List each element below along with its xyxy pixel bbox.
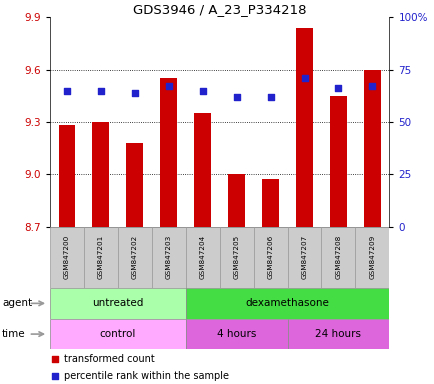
Point xyxy=(334,85,341,91)
Point xyxy=(199,88,206,94)
Point xyxy=(266,94,273,100)
Point xyxy=(368,83,375,89)
Bar xyxy=(329,96,346,227)
Bar xyxy=(50,227,84,288)
Text: GSM847205: GSM847205 xyxy=(233,235,239,280)
Text: agent: agent xyxy=(2,298,32,308)
Text: GSM847206: GSM847206 xyxy=(267,235,273,280)
Bar xyxy=(151,227,185,288)
Bar xyxy=(185,227,219,288)
Text: GSM847209: GSM847209 xyxy=(368,235,375,280)
Text: GSM847203: GSM847203 xyxy=(165,235,171,280)
Bar xyxy=(253,227,287,288)
Point xyxy=(52,356,59,362)
Point xyxy=(233,94,240,100)
Bar xyxy=(296,28,312,227)
Bar xyxy=(126,143,143,227)
Bar xyxy=(160,78,177,227)
Point xyxy=(300,75,307,81)
Text: GSM847201: GSM847201 xyxy=(98,235,104,280)
Text: time: time xyxy=(2,329,26,339)
Point xyxy=(165,83,172,89)
Bar xyxy=(287,227,321,288)
Text: dexamethasone: dexamethasone xyxy=(245,298,329,308)
Bar xyxy=(287,319,388,349)
Bar xyxy=(321,227,355,288)
Bar xyxy=(92,122,109,227)
Point xyxy=(97,88,104,94)
Text: 24 hours: 24 hours xyxy=(315,329,361,339)
Bar xyxy=(194,113,211,227)
Bar xyxy=(118,227,151,288)
Bar xyxy=(185,288,388,319)
Bar xyxy=(355,227,388,288)
Text: control: control xyxy=(99,329,136,339)
Text: GSM847208: GSM847208 xyxy=(335,235,341,280)
Bar xyxy=(84,227,118,288)
Text: percentile rank within the sample: percentile rank within the sample xyxy=(63,371,228,381)
Bar xyxy=(50,288,185,319)
Text: GSM847200: GSM847200 xyxy=(64,235,70,280)
Bar xyxy=(50,319,185,349)
Point xyxy=(131,89,138,96)
Text: 4 hours: 4 hours xyxy=(217,329,256,339)
Text: GSM847207: GSM847207 xyxy=(301,235,307,280)
Bar xyxy=(219,227,253,288)
Text: untreated: untreated xyxy=(92,298,143,308)
Point xyxy=(52,373,59,379)
Point xyxy=(63,88,70,94)
Bar xyxy=(185,319,287,349)
Text: transformed count: transformed count xyxy=(63,354,154,364)
Bar xyxy=(228,174,245,227)
Text: GSM847202: GSM847202 xyxy=(132,235,138,280)
Title: GDS3946 / A_23_P334218: GDS3946 / A_23_P334218 xyxy=(133,3,306,16)
Bar xyxy=(363,70,380,227)
Bar xyxy=(261,179,279,227)
Text: GSM847204: GSM847204 xyxy=(199,235,205,280)
Bar xyxy=(58,126,76,227)
